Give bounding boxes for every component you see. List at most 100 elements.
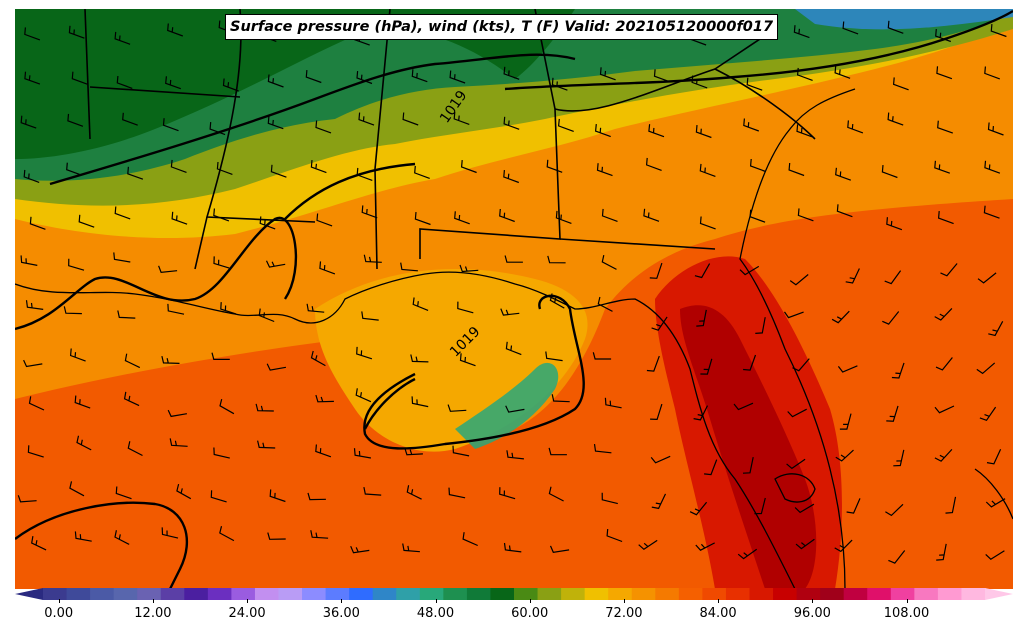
wind-barb (123, 391, 140, 407)
wind-barb (266, 363, 287, 371)
wind-barb (222, 78, 239, 92)
wind-barb (503, 542, 522, 553)
wind-barb (693, 405, 709, 421)
wind-barb (784, 311, 804, 319)
wind-barb (835, 449, 854, 462)
wind-barb (749, 158, 766, 173)
wind-barb (356, 346, 373, 360)
wind-barb (733, 402, 754, 411)
wind-barb (355, 388, 372, 403)
wind-barb (653, 69, 670, 83)
wind-barb (412, 297, 429, 311)
wind-barb (699, 216, 716, 230)
wind-barb (162, 118, 179, 132)
wind-barb (599, 67, 616, 81)
wind-barb (792, 358, 810, 372)
wind-barb (885, 503, 904, 517)
wind-barb (504, 255, 523, 263)
wind-barb (499, 487, 516, 500)
wind-barb (31, 535, 47, 551)
wind-barb (847, 120, 864, 134)
wind-barb (216, 161, 233, 175)
wind-barb (267, 532, 286, 540)
wind-barb (255, 403, 274, 412)
wind-barb (358, 112, 375, 126)
wind-barb (310, 530, 329, 539)
wind-barb (167, 303, 185, 315)
wind-barb (209, 122, 226, 136)
colorbar-swatch (914, 588, 939, 600)
wind-barb (414, 212, 431, 226)
wind-barb (691, 75, 708, 89)
wind-barb (452, 445, 470, 457)
wind-barb (503, 66, 520, 80)
colorbar-swatch (514, 588, 539, 600)
wind-barb (503, 170, 520, 184)
colorbar-tick-label: 72.00 (605, 606, 643, 621)
wind-barb (648, 124, 665, 138)
wind-barb (746, 77, 763, 91)
wind-barb (315, 120, 332, 134)
colorbar-swatch (396, 588, 421, 600)
wind-barb (63, 306, 82, 315)
wind-barb (315, 394, 334, 403)
wind-barb (984, 66, 1001, 80)
wind-barb (651, 316, 668, 331)
wind-barb (114, 206, 131, 220)
wind-barb (788, 162, 805, 177)
colorbar-swatch (843, 588, 868, 600)
wind-barb (117, 310, 136, 319)
colorbar-tick-label: 48.00 (416, 606, 455, 621)
weather-map (15, 9, 1013, 589)
colorbar-swatch (231, 588, 256, 600)
wind-barb (638, 539, 658, 551)
wind-barb (257, 440, 276, 449)
wind-barb (743, 354, 757, 371)
colorbar-swatch (773, 588, 798, 600)
wind-barb (743, 118, 760, 132)
wind-barb (410, 354, 429, 363)
wind-barb (604, 397, 622, 409)
wind-barb (846, 498, 861, 514)
wind-barb (71, 71, 88, 85)
colorbar-swatch (725, 588, 750, 600)
colorbar-tick-label: 60.00 (511, 606, 549, 621)
colorbar-swatch (584, 588, 609, 600)
wind-barb (449, 70, 466, 84)
colorbar-swatch (113, 588, 138, 600)
wind-barb (67, 113, 84, 127)
colorbar-tick-mark (906, 599, 908, 603)
colorbar-swatch (325, 588, 350, 600)
wind-barb (549, 545, 570, 553)
wind-barb (646, 355, 660, 372)
wind-barb (305, 70, 322, 84)
wind-barb (361, 311, 379, 321)
wind-barb (66, 162, 82, 176)
colorbar-swatch (820, 588, 845, 600)
wind-barb (315, 444, 332, 458)
colorbar-swatch (207, 588, 232, 600)
colorbar-tick-label: 84.00 (699, 606, 737, 621)
wind-barb (220, 302, 237, 315)
wind-barb (694, 263, 711, 279)
wind-barb (319, 261, 336, 275)
wind-barb (594, 124, 611, 138)
wind-barb (836, 204, 853, 218)
isobar-south (15, 501, 189, 589)
colorbar-tick-mark (341, 599, 343, 603)
wind-barb (985, 550, 1005, 560)
wind-barb (988, 321, 1004, 337)
wind-barb (549, 293, 565, 309)
wind-barb (834, 65, 851, 79)
wind-barb (25, 300, 44, 310)
wind-barb (934, 405, 955, 414)
wind-barb (356, 167, 373, 181)
wind-barb (453, 111, 470, 125)
wind-barb (749, 209, 766, 223)
wind-barb (934, 448, 953, 462)
wind-barb (593, 444, 612, 454)
wind-barb (601, 208, 618, 222)
wind-barb (161, 355, 180, 364)
colorbar-swatch (254, 588, 279, 600)
wind-barb (650, 455, 671, 464)
